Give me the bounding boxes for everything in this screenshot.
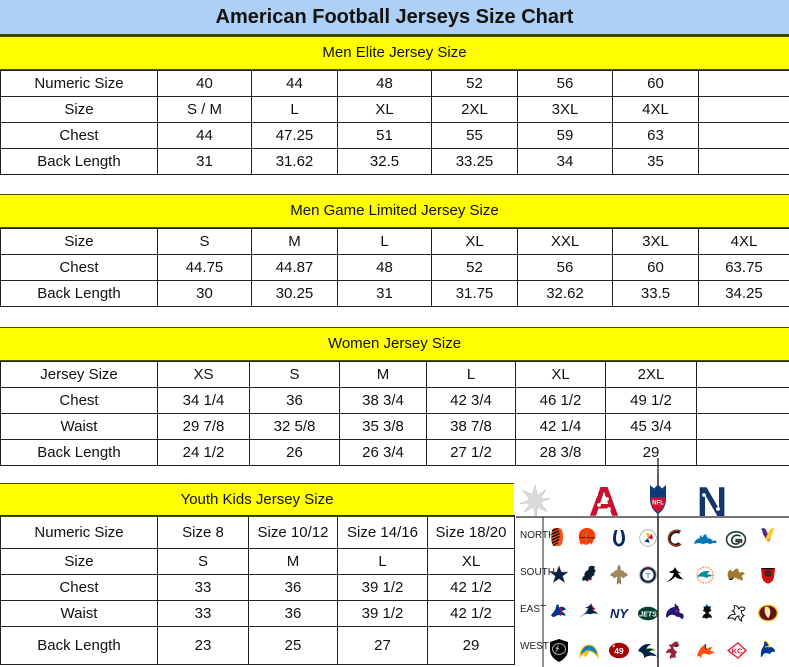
svg-text:JETS: JETS xyxy=(639,612,657,619)
svg-text:T: T xyxy=(646,571,651,580)
svg-text:49: 49 xyxy=(614,646,624,656)
svg-text:NY: NY xyxy=(610,606,629,621)
svg-text:KC: KC xyxy=(732,647,743,656)
